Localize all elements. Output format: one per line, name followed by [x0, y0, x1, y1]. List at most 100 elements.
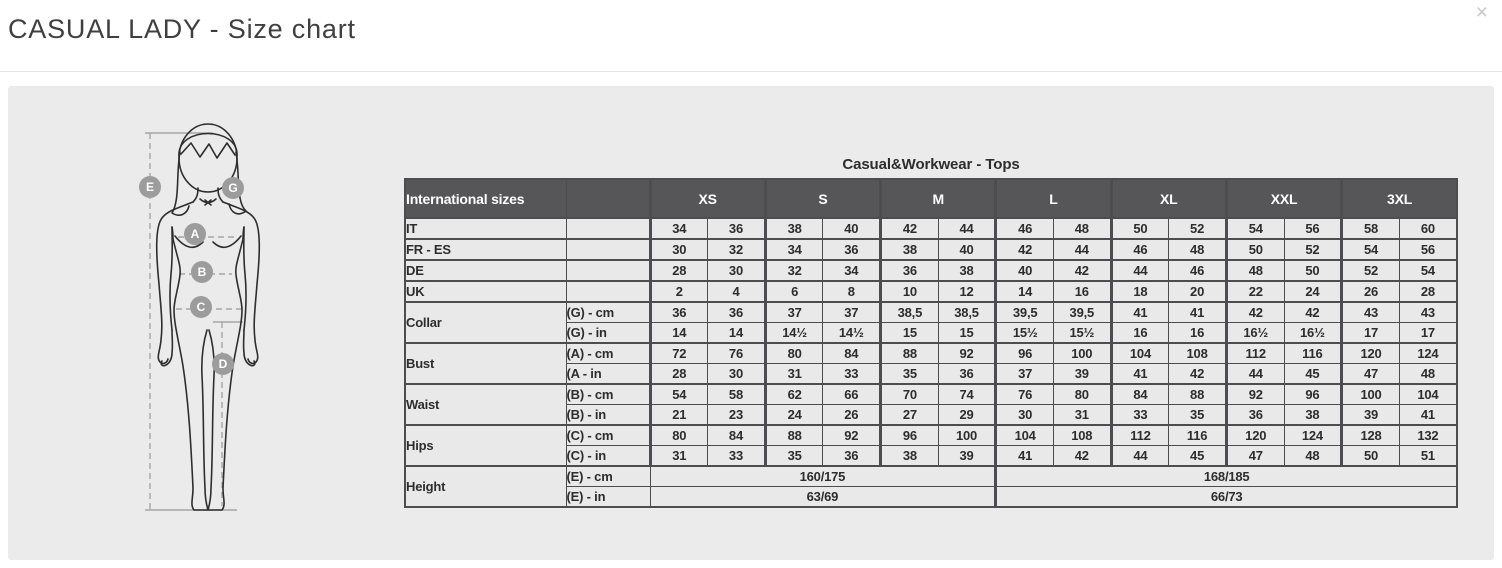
table-row: (A - in 28 30 31 33 35 36 37 39 41 42 44 45 47 48 — [405, 363, 1457, 384]
size-value-cell: 50 — [1109, 217, 1169, 239]
marker-A: A — [184, 223, 206, 245]
size-value-cell: 32 — [763, 259, 823, 281]
size-value-cell: 18 — [1109, 280, 1169, 302]
table-row: (E) - in 63/69 66/73 — [405, 486, 1457, 507]
size-value-cell: 48 — [1398, 363, 1457, 384]
measure-label-cell: Waist — [405, 383, 566, 425]
size-value-cell: 80 — [763, 342, 823, 364]
size-value-cell: 29 — [937, 404, 996, 425]
size-value-cell: 43 — [1398, 301, 1457, 323]
size-value-cell: 16 — [1168, 322, 1227, 343]
size-value-cell: 24 — [1283, 280, 1342, 302]
empty-cell — [565, 217, 650, 239]
size-value-cell: 120 — [1224, 424, 1285, 446]
size-value-cell: 88 — [879, 342, 939, 364]
body-outline — [155, 123, 261, 511]
size-value-cell: 104 — [994, 424, 1054, 446]
height-range-cell: 66/73 — [994, 486, 1457, 507]
size-value-cell: 46 — [1168, 259, 1227, 281]
size-value-cell: 35 — [879, 363, 939, 384]
table-row: (G) - in 14 14 14½ 14½ 15 15 15½ 15½ 16 16 16½ 16½ 17… — [405, 322, 1457, 343]
size-value-cell: 52 — [1168, 217, 1227, 239]
size-value-cell: 15½ — [1052, 322, 1112, 343]
svg-text:G: G — [228, 181, 237, 195]
measure-label-cell: Height — [405, 465, 566, 507]
size-value-cell: 33 — [707, 445, 766, 466]
size-value-cell: 46 — [994, 217, 1054, 239]
size-value-cell: 36 — [822, 445, 881, 466]
size-value-cell: 51 — [1398, 445, 1457, 466]
size-value-cell: 14 — [994, 280, 1054, 302]
size-value-cell: 41 — [994, 445, 1054, 466]
size-value-cell: 96 — [879, 424, 939, 446]
size-value-cell: 40 — [822, 217, 881, 239]
close-icon[interactable]: × — [1475, 1, 1488, 24]
size-value-cell: 58 — [1340, 217, 1400, 239]
body-figure-svg: E G A B C — [139, 123, 261, 511]
size-table-head: International sizes XS S M L XL XXL 3XL — [405, 178, 1457, 218]
size-value-cell: 10 — [879, 280, 939, 302]
size-value-cell: 36 — [707, 301, 766, 323]
size-value-cell: 132 — [1398, 424, 1457, 446]
size-value-cell: 42 — [994, 238, 1054, 260]
size-value-cell: 42 — [1052, 445, 1112, 466]
size-value-cell: 44 — [1224, 363, 1285, 384]
table-row: DE 28 30 32 34 36 38 40 42 44 46 48 50 52 54 — [405, 259, 1457, 281]
size-value-cell: 124 — [1398, 342, 1457, 364]
size-value-cell: 38 — [763, 217, 823, 239]
size-group-header: XS — [648, 178, 766, 218]
size-value-cell: 33 — [1109, 404, 1169, 425]
size-value-cell: 16 — [1052, 280, 1112, 302]
size-value-cell: 128 — [1340, 424, 1400, 446]
size-value-cell: 42 — [1283, 301, 1342, 323]
size-value-cell: 41 — [1109, 301, 1169, 323]
size-value-cell: 76 — [707, 342, 766, 364]
svg-text:A: A — [191, 227, 200, 241]
size-value-cell: 38 — [937, 259, 996, 281]
size-value-cell: 44 — [1109, 259, 1169, 281]
marker-B: B — [191, 261, 213, 283]
size-value-cell: 38,5 — [937, 301, 996, 323]
size-value-cell: 17 — [1340, 322, 1400, 343]
size-table-section: Casual&Workwear - Tops International siz… — [404, 156, 1458, 508]
size-value-cell: 104 — [1398, 383, 1457, 405]
size-value-cell: 16½ — [1283, 322, 1342, 343]
size-value-cell: 36 — [648, 301, 708, 323]
size-value-cell: 12 — [937, 280, 996, 302]
empty-header-cell — [565, 178, 650, 218]
size-value-cell: 38 — [879, 238, 939, 260]
size-value-cell: 88 — [1168, 383, 1227, 405]
table-row: Height (E) - cm 160/175 168/185 — [405, 465, 1457, 507]
size-group-header: 3XL — [1340, 178, 1457, 218]
size-value-cell: 52 — [1340, 259, 1400, 281]
unit-label-cell: (E) - in — [565, 486, 650, 507]
size-value-cell: 112 — [1109, 424, 1169, 446]
size-value-cell: 84 — [822, 342, 881, 364]
size-value-cell: 92 — [1224, 383, 1285, 405]
size-value-cell: 108 — [1052, 424, 1112, 446]
unit-label-cell: (C) - in — [565, 445, 650, 466]
size-value-cell: 92 — [937, 342, 996, 364]
size-value-cell: 50 — [1283, 259, 1342, 281]
size-value-cell: 39 — [1052, 363, 1112, 384]
table-row: Hips (C) - cm 80 84 88 92 96 100 104 108 112 116 120… — [405, 424, 1457, 466]
size-group-header: S — [763, 178, 881, 218]
size-value-cell: 120 — [1340, 342, 1400, 364]
size-value-cell: 47 — [1340, 363, 1400, 384]
size-value-cell: 116 — [1168, 424, 1227, 446]
size-value-cell: 16 — [1109, 322, 1169, 343]
size-value-cell: 74 — [937, 383, 996, 405]
size-value-cell: 26 — [1340, 280, 1400, 302]
size-value-cell: 15½ — [994, 322, 1054, 343]
size-value-cell: 41 — [1398, 404, 1457, 425]
size-value-cell: 30 — [707, 363, 766, 384]
table-row: Collar (G) - cm 36 36 37 37 38,5 38,5 39,5 39,5 41… — [405, 301, 1457, 343]
unit-label-cell: (A - in — [565, 363, 650, 384]
size-value-cell: 39 — [1340, 404, 1400, 425]
size-group-header: XXL — [1224, 178, 1342, 218]
unit-label-cell: (B) - cm — [565, 383, 650, 405]
size-value-cell: 40 — [994, 259, 1054, 281]
size-value-cell: 38 — [1283, 404, 1342, 425]
dialog-header: CASUAL LADY - Size chart × — [0, 0, 1502, 72]
size-table: International sizes XS S M L XL XXL 3XL … — [404, 178, 1458, 508]
